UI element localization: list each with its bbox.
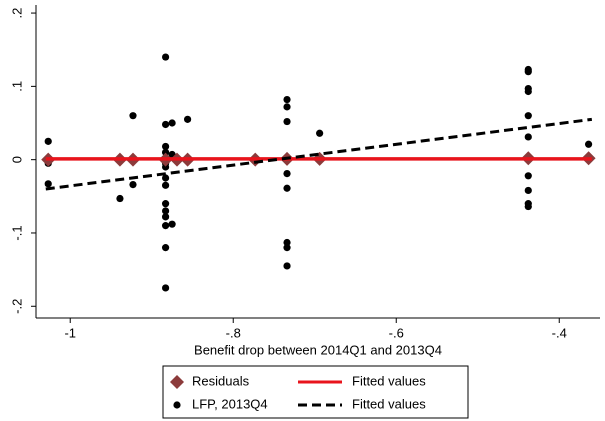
data-point bbox=[524, 133, 532, 141]
data-point bbox=[524, 186, 532, 195]
y-tick-label: -.1 bbox=[9, 225, 24, 240]
data-point bbox=[168, 220, 176, 228]
data-point bbox=[161, 181, 170, 189]
data-point bbox=[524, 87, 532, 96]
data-point bbox=[316, 129, 324, 137]
data-point bbox=[283, 95, 291, 104]
data-point bbox=[584, 140, 593, 148]
data-point bbox=[161, 200, 170, 208]
data-point bbox=[524, 172, 532, 180]
data-point bbox=[283, 262, 291, 270]
data-point bbox=[524, 202, 532, 211]
legend-swatch bbox=[170, 375, 184, 389]
data-point bbox=[283, 184, 291, 192]
data-point bbox=[283, 238, 291, 247]
data-point bbox=[161, 213, 170, 221]
data-point bbox=[524, 112, 532, 120]
x-tick-label: -.4 bbox=[552, 325, 567, 340]
data-point bbox=[161, 207, 170, 215]
data-point bbox=[283, 117, 291, 126]
data-point bbox=[44, 180, 52, 188]
legend bbox=[162, 365, 469, 419]
data-point bbox=[161, 174, 170, 182]
data-point bbox=[283, 244, 291, 252]
legend-label: Fitted values bbox=[352, 396, 426, 411]
x-tick-label: -1 bbox=[64, 325, 76, 340]
y-tick-label: -.2 bbox=[9, 299, 24, 314]
data-point bbox=[183, 115, 192, 123]
data-point bbox=[161, 120, 170, 129]
data-point bbox=[161, 222, 170, 230]
data-point bbox=[161, 244, 170, 252]
y-tick-label: 0 bbox=[9, 156, 24, 163]
data-point bbox=[283, 169, 291, 178]
data-point bbox=[161, 53, 170, 61]
legend-label: Fitted values bbox=[352, 373, 426, 388]
legend-label: Residuals bbox=[192, 373, 250, 388]
y-tick-label: .1 bbox=[9, 81, 24, 92]
data-point bbox=[161, 142, 170, 151]
data-point bbox=[161, 284, 170, 292]
legend-label: LFP, 2013Q4 bbox=[192, 396, 268, 411]
data-point bbox=[524, 68, 532, 76]
data-point bbox=[116, 194, 124, 203]
x-tick-label: -.8 bbox=[226, 325, 241, 340]
data-point bbox=[161, 163, 170, 171]
legend-swatch bbox=[173, 401, 181, 409]
data-point bbox=[283, 103, 291, 111]
x-tick-label: -.6 bbox=[389, 325, 404, 340]
data-point bbox=[168, 119, 176, 127]
x-axis-label: Benefit drop between 2014Q1 and 2013Q4 bbox=[194, 342, 442, 357]
y-tick-label: .2 bbox=[9, 8, 24, 19]
data-point bbox=[129, 180, 137, 189]
data-point bbox=[129, 112, 137, 120]
data-point bbox=[161, 148, 170, 156]
fitted-line bbox=[45, 117, 593, 191]
data-point bbox=[44, 137, 52, 145]
